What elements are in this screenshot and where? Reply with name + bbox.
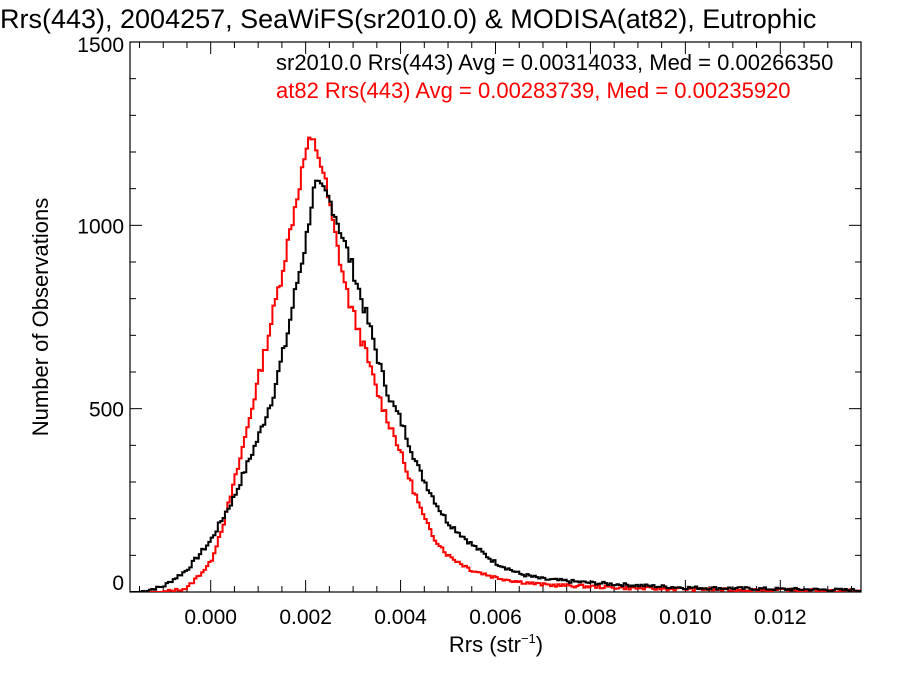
x-axis-label: Rrs (str−1) xyxy=(449,631,543,657)
x-axis-label-main: Rrs (str xyxy=(449,632,521,657)
x-tick-label: 0.000 xyxy=(184,606,237,629)
legend-entry-at82: at82 Rrs(443) Avg = 0.00283739, Med = 0.… xyxy=(276,78,791,103)
series-at82-line xyxy=(130,136,861,592)
x-tick-label: 0.012 xyxy=(754,606,807,629)
series-sr2010-line xyxy=(130,179,861,592)
x-tick-label: 0.008 xyxy=(564,606,617,629)
x-axis: 0.000 0.002 0.004 0.006 0.008 0.010 0.012 xyxy=(138,42,853,629)
x-axis-label-end: ) xyxy=(536,632,543,657)
y-axis: 0 500 1000 1500 xyxy=(77,34,861,595)
x-tick-label: 0.010 xyxy=(659,606,712,629)
y-tick-label: 0 xyxy=(112,572,124,595)
x-tick-label: 0.002 xyxy=(279,606,332,629)
x-axis-label-superscript: −1 xyxy=(521,631,536,646)
legend-entry-sr2010: sr2010.0 Rrs(443) Avg = 0.00314033, Med … xyxy=(276,50,833,75)
y-tick-label: 1500 xyxy=(77,34,124,57)
x-tick-label: 0.004 xyxy=(374,606,427,629)
y-axis-label: Number of Observations xyxy=(28,198,53,436)
x-tick-label: 0.006 xyxy=(469,606,522,629)
series-group xyxy=(130,136,861,592)
y-tick-label: 1000 xyxy=(77,215,124,238)
chart-title: Rrs(443), 2004257, SeaWiFS(sr2010.0) & M… xyxy=(0,4,816,34)
y-tick-label: 500 xyxy=(89,399,124,422)
